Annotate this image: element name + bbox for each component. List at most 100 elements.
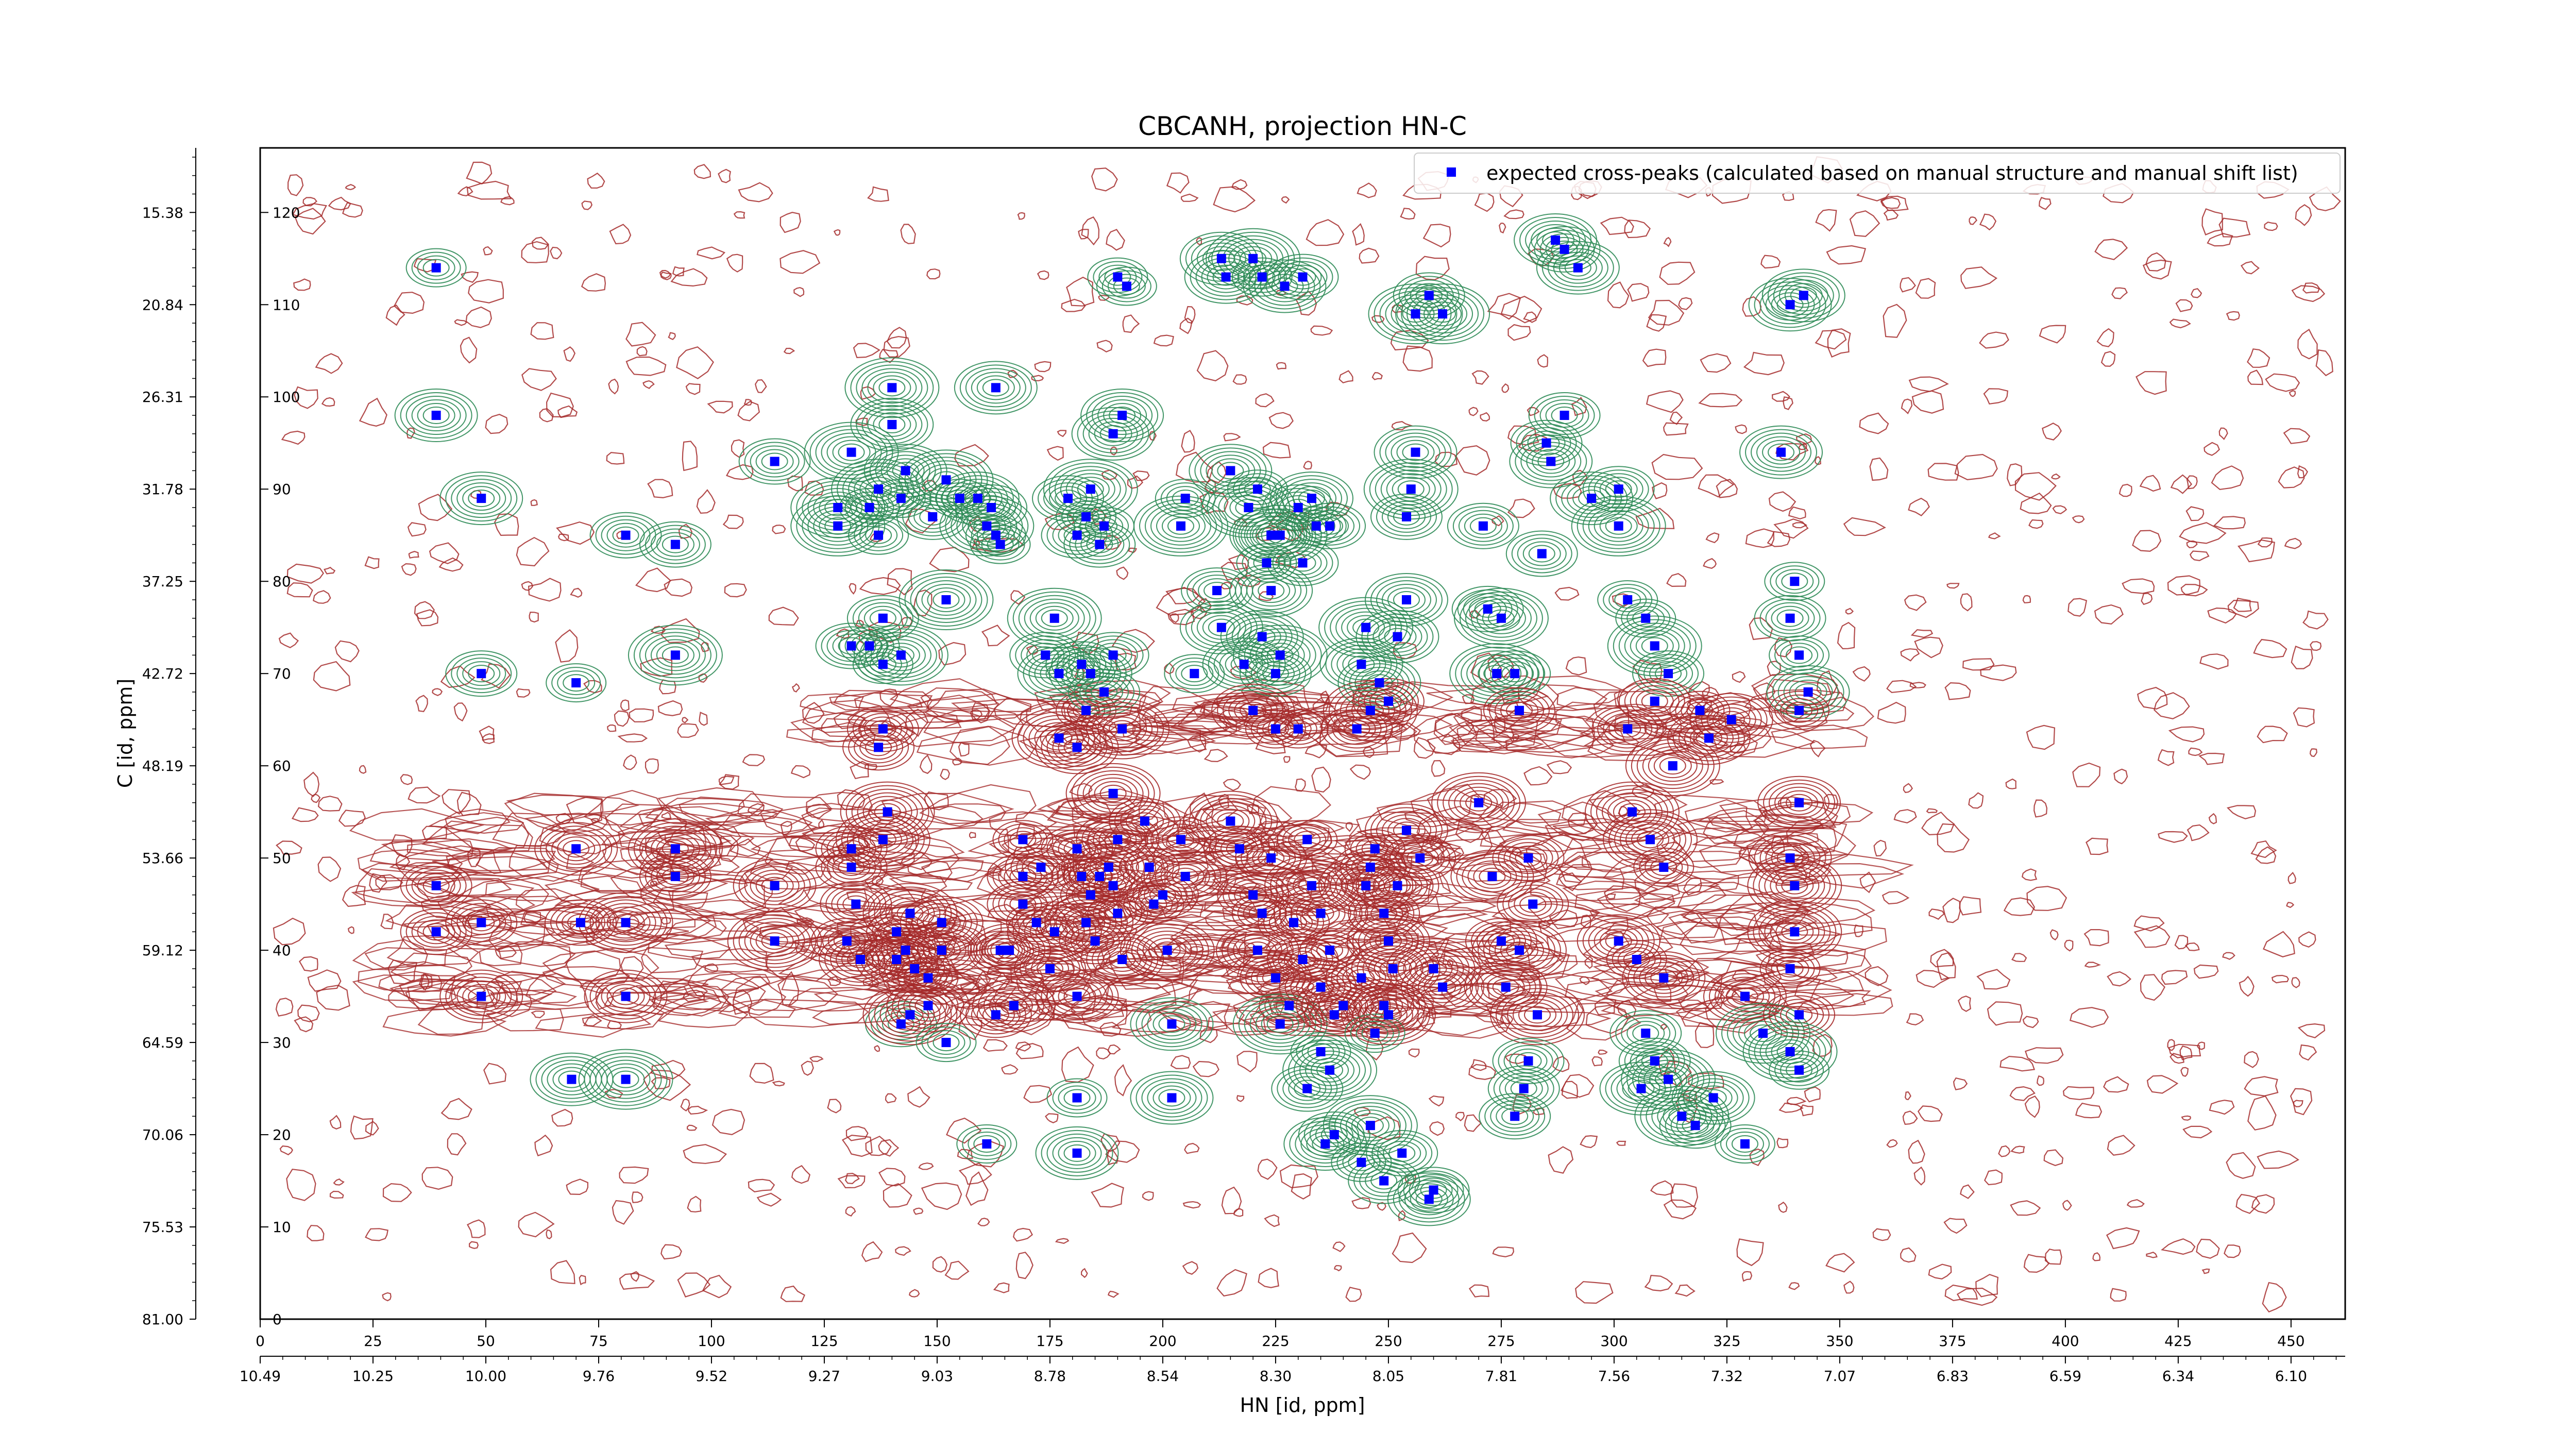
expected-peak-marker[interactable] xyxy=(842,936,852,946)
expected-peak-marker[interactable] xyxy=(1650,1056,1659,1066)
expected-peak-marker[interactable] xyxy=(1415,853,1425,863)
expected-peak-marker[interactable] xyxy=(1158,890,1167,900)
expected-peak-marker[interactable] xyxy=(770,457,779,466)
expected-peak-marker[interactable] xyxy=(1641,613,1651,623)
expected-peak-marker[interactable] xyxy=(982,1139,992,1149)
expected-peak-marker[interactable] xyxy=(878,613,888,623)
expected-peak-marker[interactable] xyxy=(1424,291,1434,300)
expected-peak-marker[interactable] xyxy=(1298,558,1308,568)
expected-peak-marker[interactable] xyxy=(1311,521,1321,531)
expected-peak-marker[interactable] xyxy=(973,494,982,503)
expected-peak-marker[interactable] xyxy=(1234,844,1244,854)
expected-peak-marker[interactable] xyxy=(1379,1176,1389,1186)
expected-peak-marker[interactable] xyxy=(1790,881,1800,890)
expected-peak-marker[interactable] xyxy=(1054,669,1064,679)
expected-peak-marker[interactable] xyxy=(1018,835,1028,845)
expected-peak-marker[interactable] xyxy=(621,530,631,540)
expected-peak-marker[interactable] xyxy=(1664,1074,1673,1084)
expected-peak-marker[interactable] xyxy=(923,1001,933,1010)
expected-peak-marker[interactable] xyxy=(1794,705,1804,715)
expected-peak-marker[interactable] xyxy=(1320,1139,1330,1149)
expected-peak-marker[interactable] xyxy=(1108,429,1118,439)
expected-peak-marker[interactable] xyxy=(621,991,631,1001)
expected-peak-marker[interactable] xyxy=(1275,1019,1285,1029)
expected-peak-marker[interactable] xyxy=(1401,825,1411,835)
expected-peak-marker[interactable] xyxy=(1072,743,1082,752)
expected-peak-marker[interactable] xyxy=(1031,918,1041,928)
expected-peak-marker[interactable] xyxy=(1018,871,1028,881)
expected-peak-marker[interactable] xyxy=(1226,466,1235,476)
expected-peak-marker[interactable] xyxy=(1496,613,1506,623)
expected-peak-marker[interactable] xyxy=(571,844,581,854)
expected-peak-marker[interactable] xyxy=(1226,816,1235,826)
expected-peak-marker[interactable] xyxy=(910,964,920,973)
expected-peak-marker[interactable] xyxy=(1167,1019,1177,1029)
expected-peak-marker[interactable] xyxy=(1113,835,1123,845)
expected-peak-marker[interactable] xyxy=(1095,871,1105,881)
expected-peak-marker[interactable] xyxy=(1099,687,1109,697)
expected-peak-marker[interactable] xyxy=(1072,1093,1082,1103)
expected-peak-marker[interactable] xyxy=(1018,899,1028,909)
expected-peak-marker[interactable] xyxy=(1266,853,1276,863)
expected-peak-marker[interactable] xyxy=(1212,586,1222,596)
expected-peak-marker[interactable] xyxy=(1785,1047,1795,1056)
expected-peak-marker[interactable] xyxy=(1587,494,1597,503)
expected-peak-marker[interactable] xyxy=(833,521,843,531)
expected-peak-marker[interactable] xyxy=(1167,1093,1177,1103)
expected-peak-marker[interactable] xyxy=(1708,1093,1718,1103)
expected-peak-marker[interactable] xyxy=(1162,946,1172,955)
expected-peak-marker[interactable] xyxy=(1180,494,1190,503)
expected-peak-marker[interactable] xyxy=(1650,641,1659,651)
expected-peak-marker[interactable] xyxy=(1370,1029,1380,1038)
expected-peak-marker[interactable] xyxy=(1099,521,1109,531)
expected-peak-marker[interactable] xyxy=(1284,1001,1294,1010)
expected-peak-marker[interactable] xyxy=(1325,1065,1335,1075)
expected-peak-marker[interactable] xyxy=(1072,530,1082,540)
expected-peak-marker[interactable] xyxy=(1510,669,1520,679)
expected-peak-marker[interactable] xyxy=(1180,871,1190,881)
expected-peak-marker[interactable] xyxy=(1365,1121,1375,1131)
expected-peak-marker[interactable] xyxy=(1541,438,1551,448)
expected-peak-marker[interactable] xyxy=(1009,1001,1019,1010)
expected-peak-marker[interactable] xyxy=(982,521,992,531)
expected-peak-marker[interactable] xyxy=(1560,244,1569,254)
expected-peak-marker[interactable] xyxy=(1803,687,1813,697)
expected-peak-marker[interactable] xyxy=(901,946,910,955)
expected-peak-marker[interactable] xyxy=(670,650,680,660)
expected-peak-marker[interactable] xyxy=(1257,632,1267,642)
expected-peak-marker[interactable] xyxy=(887,419,897,429)
expected-peak-marker[interactable] xyxy=(1036,863,1046,872)
expected-peak-marker[interactable] xyxy=(1393,632,1402,642)
expected-peak-marker[interactable] xyxy=(1086,484,1095,494)
expected-peak-marker[interactable] xyxy=(1248,705,1258,715)
expected-peak-marker[interactable] xyxy=(896,650,906,660)
expected-peak-marker[interactable] xyxy=(991,383,1001,393)
expected-peak-marker[interactable] xyxy=(1537,549,1547,559)
expected-peak-marker[interactable] xyxy=(477,991,486,1001)
expected-peak-marker[interactable] xyxy=(937,946,946,955)
expected-peak-marker[interactable] xyxy=(1325,946,1335,955)
expected-peak-marker[interactable] xyxy=(1329,1010,1339,1020)
expected-peak-marker[interactable] xyxy=(878,724,888,734)
expected-peak-marker[interactable] xyxy=(874,530,884,540)
expected-peak-marker[interactable] xyxy=(1487,871,1497,881)
expected-peak-marker[interactable] xyxy=(923,973,933,983)
expected-peak-marker[interactable] xyxy=(1740,1139,1750,1149)
expected-peak-marker[interactable] xyxy=(1523,1056,1533,1066)
expected-peak-marker[interactable] xyxy=(1641,1029,1651,1038)
expected-peak-marker[interactable] xyxy=(1510,1111,1520,1121)
expected-peak-marker[interactable] xyxy=(1790,577,1800,586)
expected-peak-marker[interactable] xyxy=(1785,964,1795,973)
expected-peak-marker[interactable] xyxy=(1072,1148,1082,1158)
expected-peak-marker[interactable] xyxy=(1383,696,1393,706)
expected-peak-marker[interactable] xyxy=(1257,272,1267,282)
expected-peak-marker[interactable] xyxy=(1072,991,1082,1001)
expected-peak-marker[interactable] xyxy=(1316,908,1326,918)
expected-peak-marker[interactable] xyxy=(1361,622,1371,632)
expected-peak-marker[interactable] xyxy=(846,447,856,457)
expected-peak-marker[interactable] xyxy=(1117,411,1127,420)
expected-peak-marker[interactable] xyxy=(1379,1001,1389,1010)
expected-peak-marker[interactable] xyxy=(1664,669,1673,679)
expected-peak-marker[interactable] xyxy=(1370,844,1380,854)
expected-peak-marker[interactable] xyxy=(1411,309,1420,319)
